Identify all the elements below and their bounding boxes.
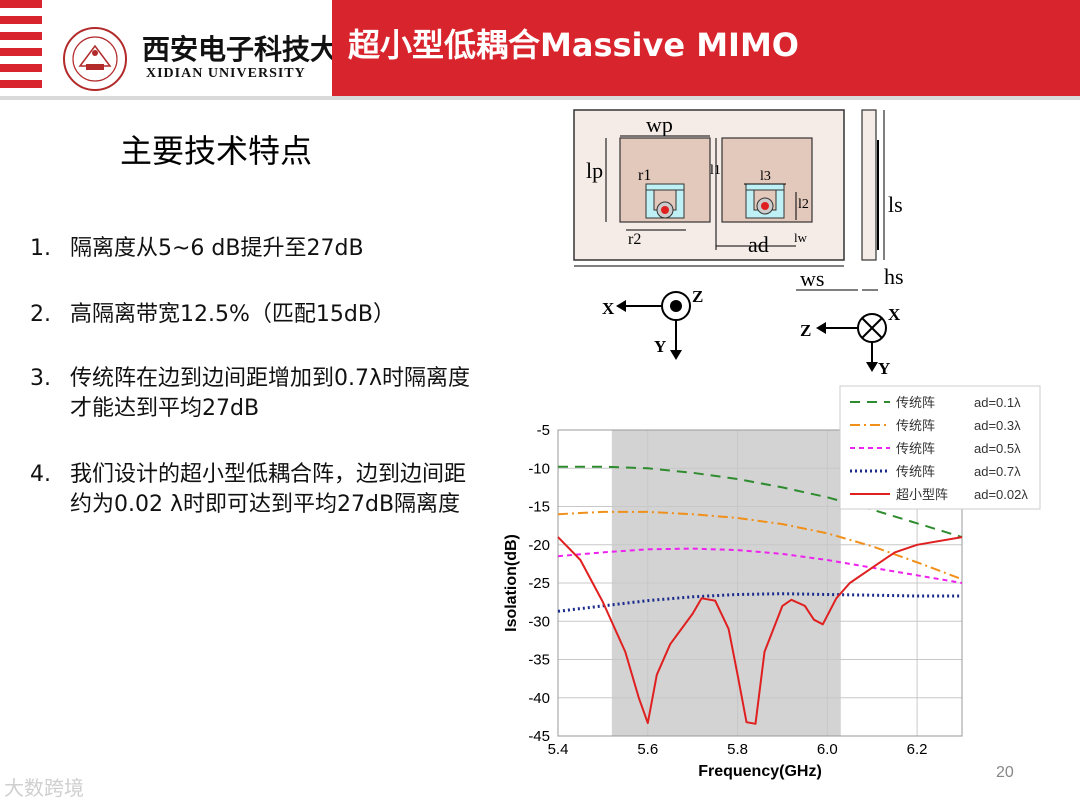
legend-series-name: 传统阵 [896,465,935,480]
series-line-3 [557,547,963,584]
legend-series-name: 传统阵 [896,396,935,411]
legend-series-param: ad=0.1λ [974,395,1021,410]
y-tick-label: -25 [528,575,550,592]
legend-series-param: ad=0.02λ [974,487,1028,502]
y-tick-label: -40 [528,690,550,707]
y-tick-label: -5 [537,422,550,439]
label-r2: r2 [628,231,641,248]
antenna-diagram: wp lp r1 l1 l3 l2 r2 ad lw ls ws hs X Z … [573,109,904,378]
legend-series-name: 传统阵 [896,442,935,457]
legend-series-name: 超小型阵 [896,488,948,503]
substrate-side-view [861,109,877,261]
list-text: 传统阵在边到边间距增加到0.7λ时隔离度才能达到平均27dB [70,366,471,421]
university-name-cn: 西安电子科技大学 [142,33,367,66]
label-l3: l3 [760,169,771,184]
list-number: 1. [30,236,51,261]
x-tick-label: 5.4 [548,741,569,758]
label-l2: l2 [798,197,809,212]
svg-text:Y: Y [654,337,666,356]
svg-text:Z: Z [800,321,811,340]
x-tick-label: 6.0 [817,741,838,758]
y-tick-label: -10 [528,460,550,477]
university-name-en: XIDIAN UNIVERSITY [146,66,306,81]
series-line-1 [558,465,963,539]
label-lp: lp [586,158,603,183]
page-number: 20 [996,764,1014,781]
legend-series-name: 传统阵 [896,419,935,434]
y-tick-label: -45 [528,728,550,745]
x-tick-label: 5.8 [727,741,748,758]
section-heading: 主要技术特点 [120,132,313,170]
series-line-2 [557,510,963,581]
y-axis-label: Isolation(dB) [503,534,520,632]
list-number: 2. [30,302,51,327]
legend-box [839,385,1041,510]
label-wp: wp [646,112,673,137]
coordinate-axes-right: X Z Y [800,305,901,378]
x-tick-label: 5.6 [637,741,658,758]
legend-series-param: ad=0.5λ [974,441,1021,456]
y-tick-label: -20 [528,537,550,554]
series-line-5 [557,536,963,725]
watermark: 大数跨境 [4,776,84,800]
svg-text:Z: Z [692,287,703,306]
university-seal-icon [63,27,127,91]
coordinate-axes-left: X Z Y [602,287,703,360]
label-r1: r1 [638,167,651,184]
label-l1: l1 [710,163,721,178]
list-text: 我们设计的超小型低耦合阵，边到边间距约为0.02 λ时即可达到平均27dB隔离度 [70,462,467,517]
header-stripes [0,0,42,88]
slide-title: 超小型低耦合Massive MIMO [348,26,800,64]
y-tick-label: -15 [528,499,550,516]
list-text: 隔离度从5~6 dB提升至27dB [70,236,364,261]
patch-left [619,137,711,223]
y-tick-label: -35 [528,652,550,669]
label-ad: ad [748,232,769,257]
isolation-chart: -5 -10 -15 -20 -25 -30 -35 -40 -455.4 5.6 5.8 6.0 6.… [503,385,1041,780]
list-number: 3. [30,366,51,391]
label-ws: ws [800,266,824,291]
label-hs: hs [884,264,904,289]
label-lw: lw [794,230,808,245]
header-divider [0,96,1080,100]
legend-series-param: ad=0.7λ [974,464,1021,479]
svg-text:X: X [602,299,615,318]
chart-legend: 传统阵 ad=0.1λ 传统阵 ad=0.3λ 传统阵 ad=0.5λ 传统阵 ad=0.7λ… [839,385,1041,510]
svg-text:Y: Y [878,359,890,378]
svg-text:X: X [888,305,901,324]
title-bar [332,0,1080,96]
x-tick-label: 6.2 [907,741,928,758]
label-ls: ls [888,192,903,217]
x-axis-label: Frequency(GHz) [698,763,822,780]
y-tick-label: -30 [528,613,550,630]
university-logo: 西安电子科技大学 XIDIAN UNIVERSITY [52,22,366,91]
legend-series-param: ad=0.3λ [974,418,1021,433]
list-text: 高隔离带宽12.5%（匹配15dB） [70,302,395,327]
list-number: 4. [30,462,51,487]
